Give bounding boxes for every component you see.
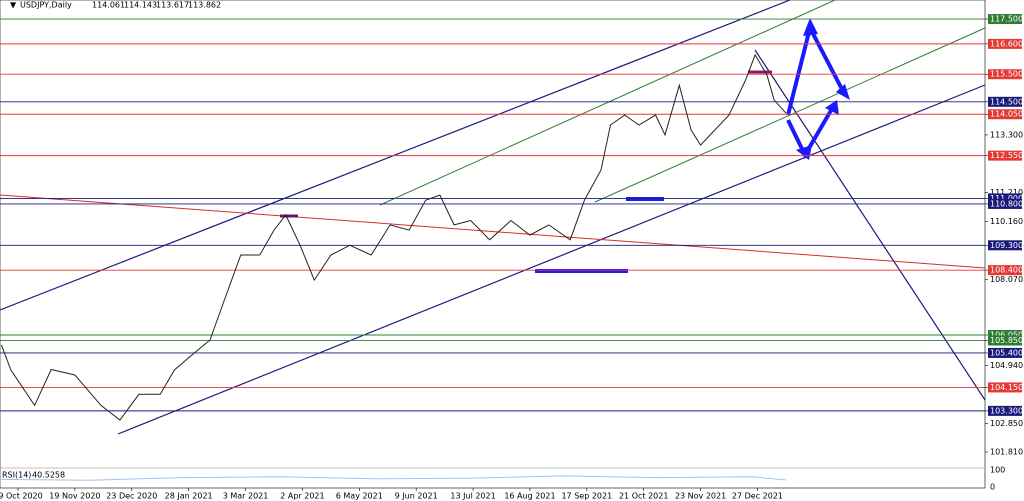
y-tick-label: 110.800 xyxy=(990,199,1023,208)
level-label-box xyxy=(988,265,1022,276)
arrow-head xyxy=(836,84,850,100)
y-tick-label: 110.160 xyxy=(990,217,1023,226)
arrow-head xyxy=(796,145,812,160)
rsi-tick-label: 0 xyxy=(990,483,995,492)
y-tick-label: 103.300 xyxy=(990,406,1023,415)
y-tick-label: 115.500 xyxy=(990,70,1023,79)
level-label-box xyxy=(988,240,1022,251)
rsi-tick-label: 100 xyxy=(990,466,1005,475)
rsi-last: 40.5258 xyxy=(32,471,65,480)
x-tick-label: 21 Oct 2021 xyxy=(619,492,668,501)
arrow-head xyxy=(825,100,839,115)
y-tick-label: 114.500 xyxy=(990,97,1023,106)
y-tick-label: 117.500 xyxy=(990,15,1023,24)
level-label-box xyxy=(988,405,1022,416)
x-tick-label: 9 Jun 2021 xyxy=(395,492,438,501)
y-tick-label: 104.150 xyxy=(990,383,1023,392)
rsi-title: RSI(14) xyxy=(2,471,31,480)
x-tick-label: 13 Jul 2021 xyxy=(450,492,495,501)
y-tick-label: 105.400 xyxy=(990,348,1023,357)
x-tick-label: 16 Aug 2021 xyxy=(504,492,555,501)
rsi-line xyxy=(1,475,786,481)
menu-arrow[interactable]: ▼ xyxy=(10,1,17,10)
ohlc-value: 113.617 xyxy=(156,1,189,10)
x-tick-label: 17 Sep 2021 xyxy=(561,492,612,501)
ohlc-value: 114.143 xyxy=(124,1,157,10)
y-tick-label: 102.850 xyxy=(990,419,1023,428)
trend-line xyxy=(379,0,836,206)
y-tick-label: 108.400 xyxy=(990,266,1023,275)
level-label-box xyxy=(988,347,1022,358)
x-tick-label: 19 Nov 2020 xyxy=(49,492,100,501)
y-tick-label: 108.070 xyxy=(990,275,1023,284)
level-label-box xyxy=(988,329,1022,340)
arrow-head xyxy=(803,18,818,36)
level-label-box xyxy=(988,382,1022,393)
level-label-box xyxy=(988,150,1022,161)
level-label-box xyxy=(988,38,1022,49)
level-label-box xyxy=(988,109,1022,120)
level-label-box xyxy=(988,96,1022,107)
x-tick-label: 23 Dec 2020 xyxy=(106,492,157,501)
ohlc-value: 114.061 xyxy=(92,1,125,10)
y-tick-label: 101.810 xyxy=(990,447,1023,456)
x-tick-label: 27 Dec 2021 xyxy=(732,492,783,501)
level-label-box xyxy=(988,198,1022,209)
x-tick-label: 3 Mar 2021 xyxy=(223,492,269,501)
symbol-title: USDJPY,Daily xyxy=(20,1,72,10)
y-tick-label: 111.000 xyxy=(990,194,1023,203)
y-tick-label: 109.300 xyxy=(990,241,1023,250)
y-tick-label: 116.600 xyxy=(990,39,1023,48)
ohlc-value: 113.862 xyxy=(188,1,221,10)
x-tick-label: 19 Oct 2020 xyxy=(0,492,43,501)
x-tick-label: 23 Nov 2021 xyxy=(675,492,726,501)
y-tick-label: 112.550 xyxy=(990,151,1023,160)
trend-line xyxy=(0,0,791,311)
x-tick-label: 28 Jan 2021 xyxy=(165,492,213,501)
y-tick-label: 111.210 xyxy=(990,188,1023,197)
level-label-box xyxy=(988,14,1022,25)
level-label-box xyxy=(988,335,1022,346)
drawings xyxy=(0,0,986,435)
trend-line xyxy=(0,194,986,269)
price-line xyxy=(0,53,787,421)
y-tick-label: 105.850 xyxy=(990,336,1023,345)
level-label-box xyxy=(988,193,1022,204)
y-tick-label: 113.300 xyxy=(990,130,1023,139)
x-tick-label: 6 May 2021 xyxy=(336,492,383,501)
y-tick-label: 104.940 xyxy=(990,361,1023,370)
y-tick-label: 106.050 xyxy=(990,330,1023,339)
x-tick-label: 2 Apr 2021 xyxy=(280,492,324,501)
trend-line xyxy=(117,84,986,435)
trend-line xyxy=(754,49,986,401)
y-tick-label: 114.050 xyxy=(990,110,1023,119)
plot-frame xyxy=(0,0,986,489)
level-label-box xyxy=(988,69,1022,80)
